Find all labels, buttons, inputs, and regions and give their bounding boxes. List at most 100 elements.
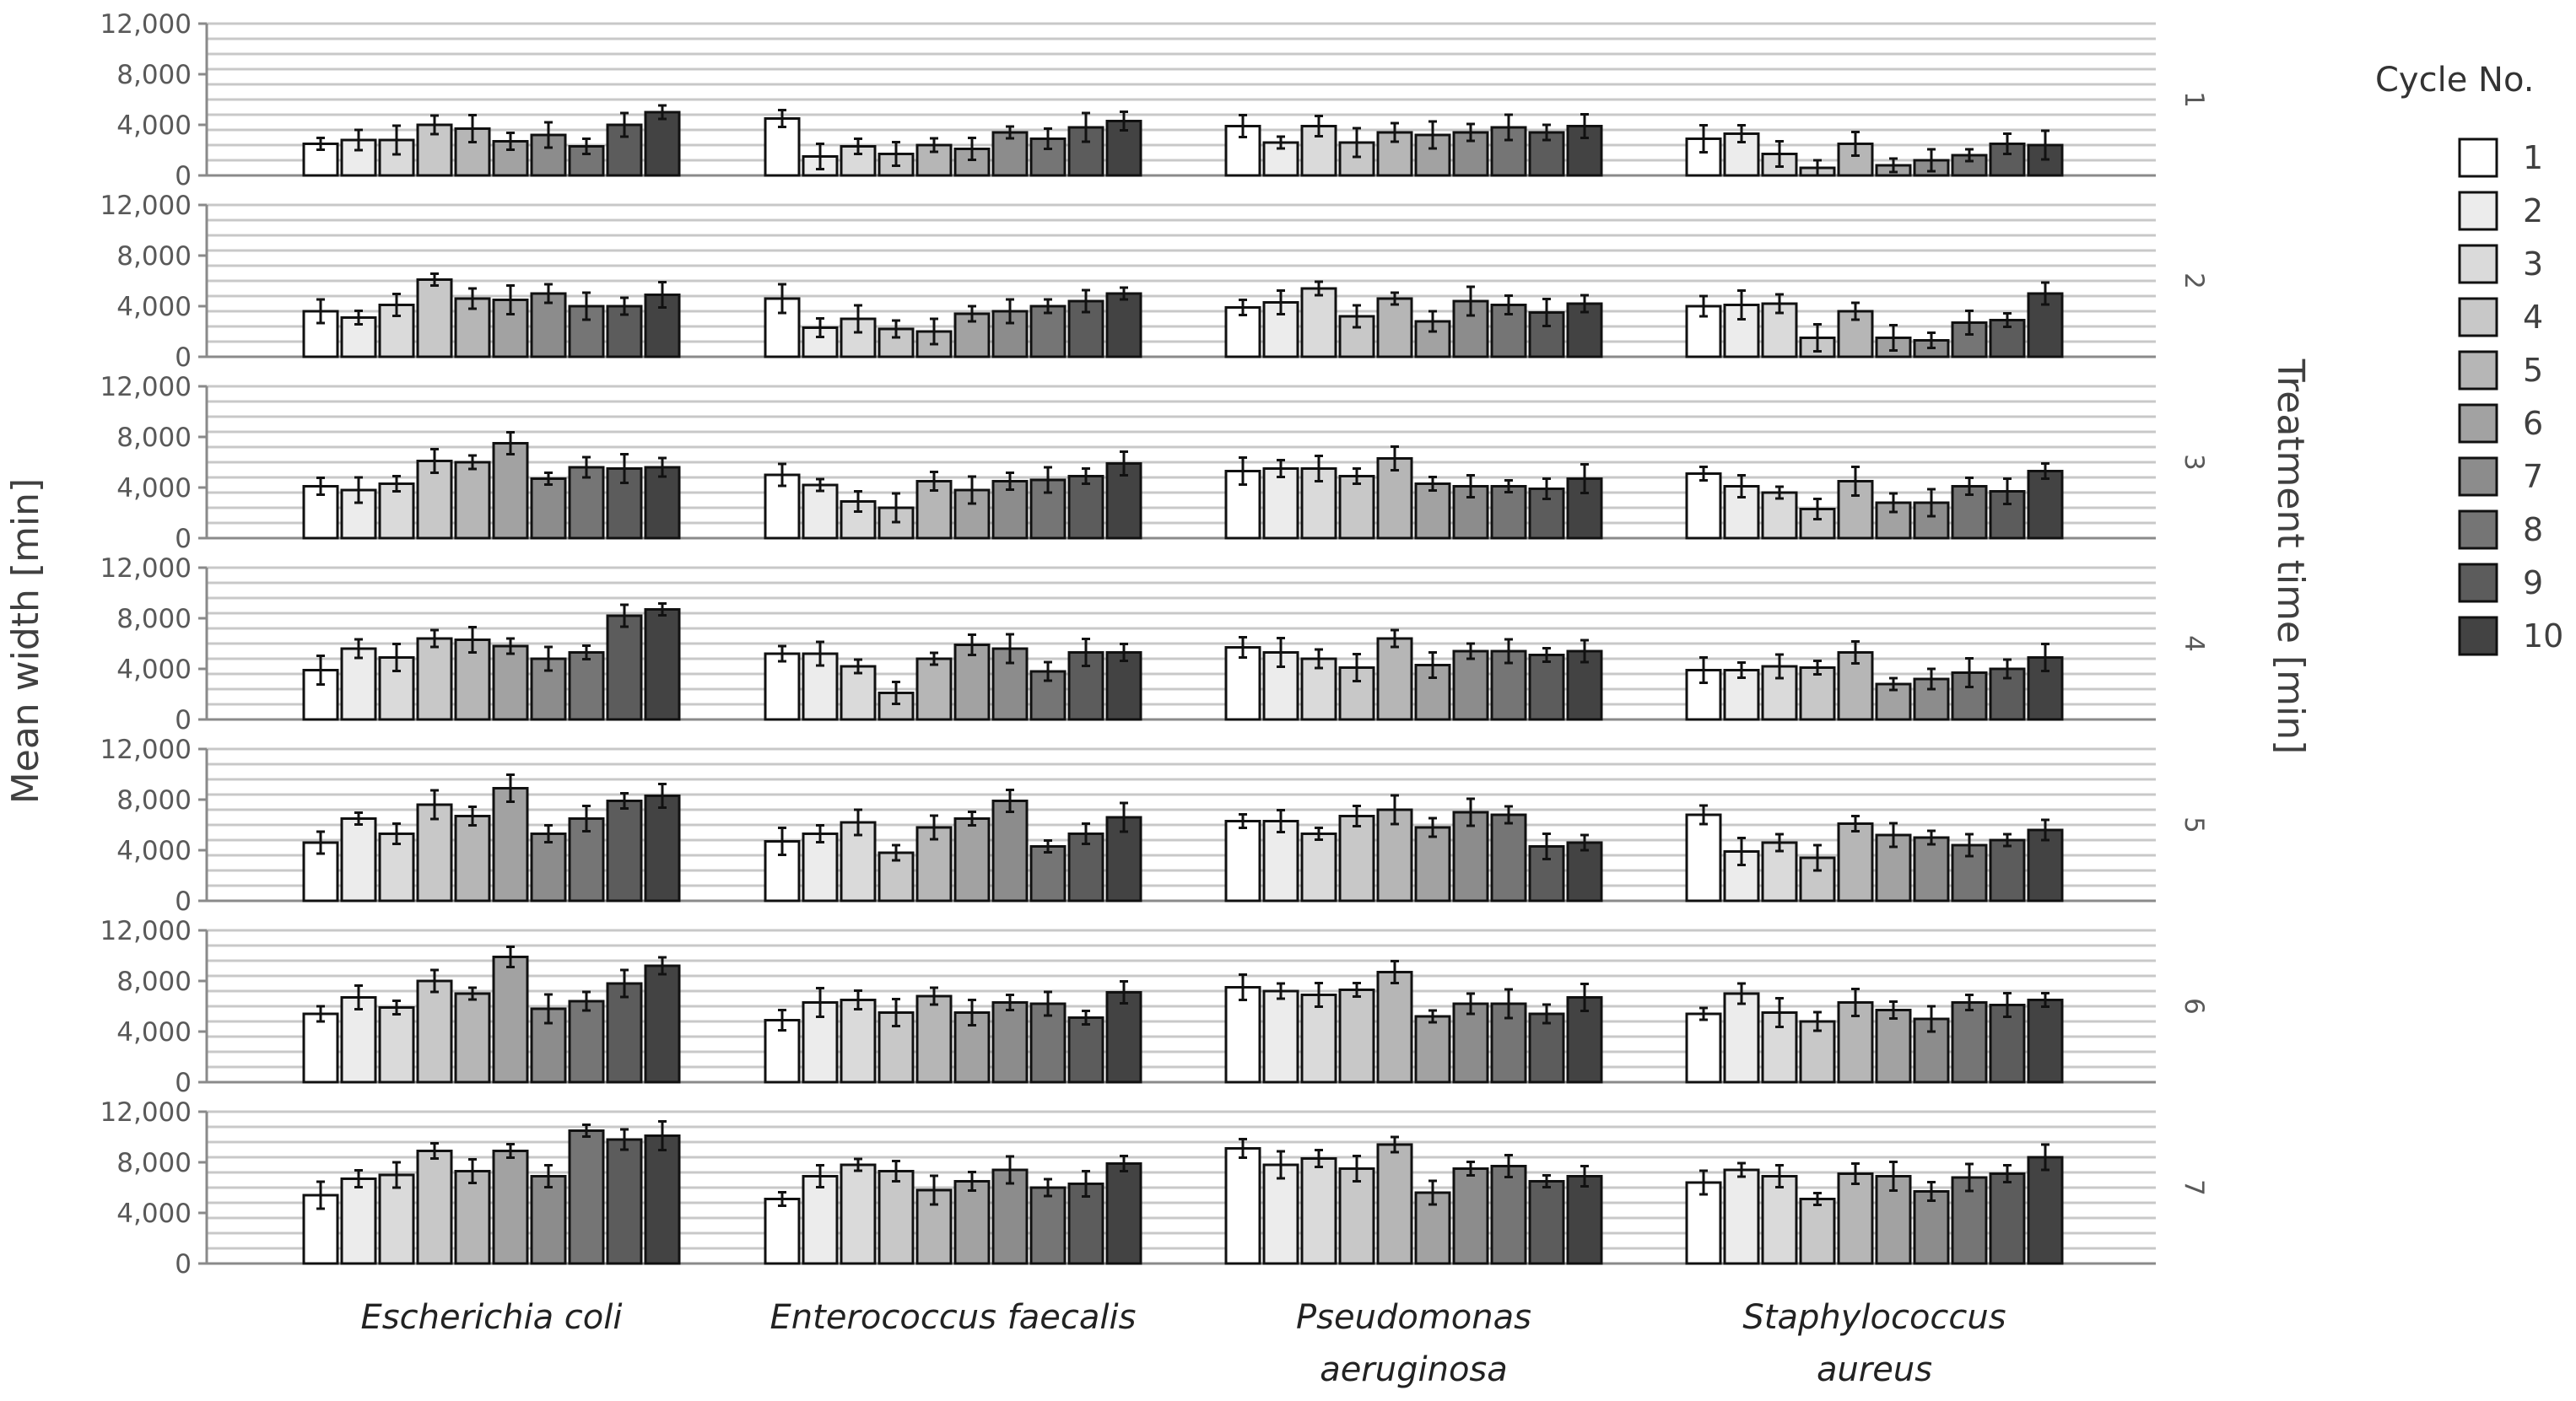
legend-swatch [2458,137,2498,178]
bar [1105,991,1142,1084]
bar [606,982,643,1084]
bar [1723,669,1760,721]
bar [1566,1175,1603,1265]
y-tick-label: 0 [175,1068,192,1098]
treatment-time-label: 5 [2179,816,2209,833]
y-tick-label: 0 [175,161,192,191]
bar [840,999,877,1084]
bar [1566,996,1603,1084]
x-category-label: Pseudomonas [1296,1298,1531,1337]
legend-swatch [2458,403,2498,444]
bar [1490,1165,1527,1265]
bar [1300,994,1337,1084]
bar [568,304,605,358]
bar [1300,1157,1337,1265]
bar [1761,1175,1798,1265]
bar [1224,820,1261,903]
bar [492,442,529,540]
bar [1262,301,1299,358]
y-tick-label: 0 [175,705,192,736]
bar [915,657,953,721]
bar [1300,287,1337,358]
y-tick-label: 8,000 [116,1148,192,1178]
bar [1913,1190,1950,1265]
bar [1723,1168,1760,1265]
bar [644,466,681,540]
legend-label: 5 [2523,352,2543,389]
bar [644,1134,681,1265]
panel-6: 0 4,000 8,000 12,000 6 [100,916,2209,1098]
legend-label: 3 [2523,245,2543,283]
bar [1224,1147,1261,1265]
bar [915,994,953,1084]
bar [2027,999,2064,1084]
bar [991,1001,1029,1084]
bar [1685,472,1722,540]
bar [1067,1016,1104,1084]
x-category-label: aeruginosa [1320,1350,1508,1389]
bar [1029,1186,1067,1265]
y-tick-label: 12,000 [100,372,192,402]
bar [1300,833,1337,903]
y-tick-label: 12,000 [100,9,192,40]
bar [644,964,681,1084]
legend-label: 2 [2523,192,2543,229]
bar [568,1000,605,1084]
y-tick-label: 12,000 [100,916,192,946]
bar [1338,475,1375,540]
bar [1989,1004,2026,1084]
legend-label: 9 [2523,564,2543,601]
y-tick-label: 12,000 [100,553,192,584]
bar [1262,467,1299,540]
bar [606,614,643,721]
bar [378,482,415,540]
y-tick-label: 4,000 [116,655,192,685]
bar [878,1170,915,1265]
bar [606,800,643,903]
bar [915,480,953,540]
bar [991,1168,1029,1265]
bar [492,1150,529,1265]
bar [991,800,1029,903]
bar [340,1177,377,1265]
legend-swatch [2458,244,2498,284]
panel-1: 0 4,000 8,000 12,000 1 [100,9,2209,191]
bar [416,1150,453,1265]
y-tick-label: 8,000 [116,967,192,997]
y-tick-label: 4,000 [116,110,192,141]
legend-swatch [2458,616,2498,656]
x-category-label: Enterococcus faecalis [770,1298,1137,1337]
bar [1376,637,1413,721]
y-tick-label: 0 [175,1249,192,1280]
bar [1338,315,1375,358]
bar [1029,845,1067,903]
bar [1414,826,1451,903]
bar [1951,1001,1988,1084]
bar [1262,1163,1299,1265]
bar [1105,1162,1142,1265]
bar [1490,304,1527,358]
bar [1989,1172,2026,1265]
bar [302,1012,339,1084]
x-category-label: Staphylococcus [1742,1298,2006,1337]
bar [1490,485,1527,540]
y-tick-label: 0 [175,886,192,917]
x-category-label: Escherichia coli [361,1298,623,1337]
bar [454,461,491,540]
panel-2: 0 4,000 8,000 12,000 2 [100,191,2209,373]
legend-swatch [2458,297,2498,337]
bar [1528,654,1565,721]
bar [1452,649,1489,721]
bar [492,956,529,1084]
bar [1452,1167,1489,1265]
bar [1338,1167,1375,1265]
bar [2027,1156,2064,1265]
bar [1224,646,1261,721]
bar [416,803,453,903]
legend-label: 6 [2523,405,2543,442]
bar [1338,815,1375,903]
bar [1799,666,1836,721]
y-tick-label: 8,000 [116,785,192,816]
